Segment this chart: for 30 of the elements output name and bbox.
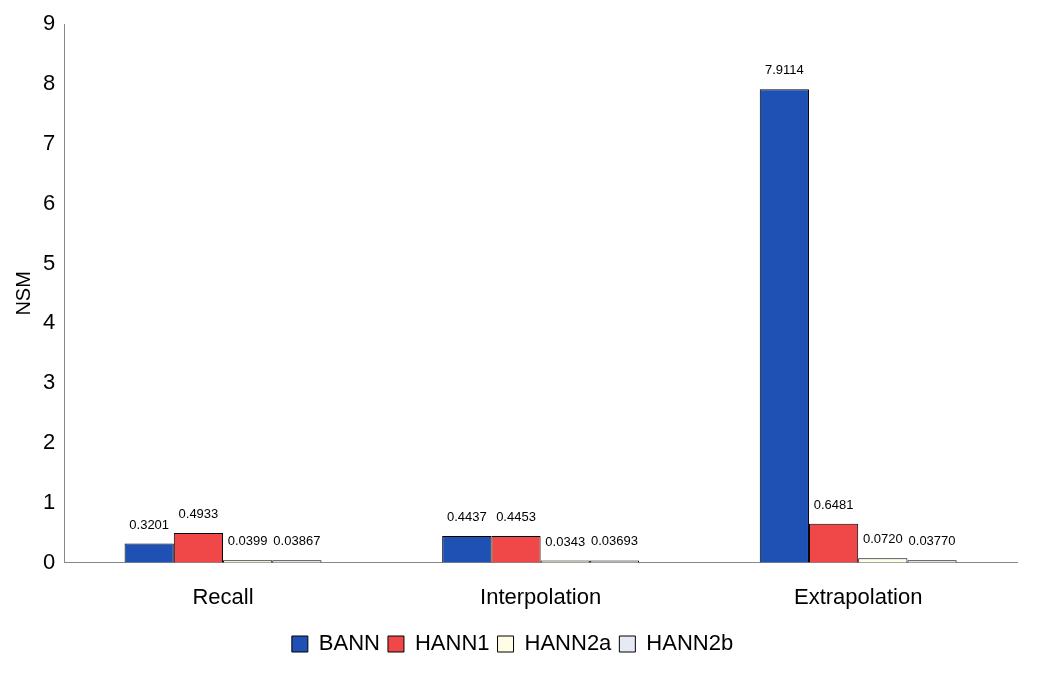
y-tick-label: 6	[42, 189, 56, 215]
legend-label: HANN2b	[646, 630, 734, 656]
legend-label: HANN1	[414, 630, 490, 656]
data-label: 0.0720	[862, 531, 903, 547]
y-tick-label: 9	[42, 10, 56, 36]
data-label: 0.03770	[908, 533, 956, 549]
y-tick-label: 0	[42, 548, 56, 574]
x-tick-label: Extrapolation	[793, 583, 923, 609]
data-label: 0.4437	[446, 509, 487, 525]
y-tick-label: 1	[42, 488, 56, 514]
data-label: 0.6481	[813, 496, 854, 512]
legend-label: HANN2a	[524, 630, 613, 656]
y-tick-label: 5	[42, 249, 56, 275]
y-tick-label: 3	[42, 369, 56, 395]
data-label: 0.03867	[273, 533, 321, 549]
y-tick-label: 2	[42, 429, 56, 455]
data-label: 0.3201	[129, 516, 170, 532]
x-tick-label: Recall	[192, 583, 254, 609]
data-label: 0.03693	[590, 533, 638, 549]
data-label: 0.4933	[178, 506, 219, 522]
y-tick-label: 7	[42, 129, 56, 155]
y-tick-label: 4	[42, 309, 56, 335]
data-label: 0.0343	[545, 533, 586, 549]
y-axis-title: NSM	[11, 271, 34, 316]
x-tick-label: Interpolation	[480, 583, 602, 609]
data-label: 0.4453	[496, 509, 536, 525]
data-label: 7.9114	[764, 62, 804, 78]
legend-label: BANN	[318, 630, 380, 656]
y-tick-label: 8	[42, 70, 56, 96]
data-label: 0.0399	[227, 533, 268, 549]
